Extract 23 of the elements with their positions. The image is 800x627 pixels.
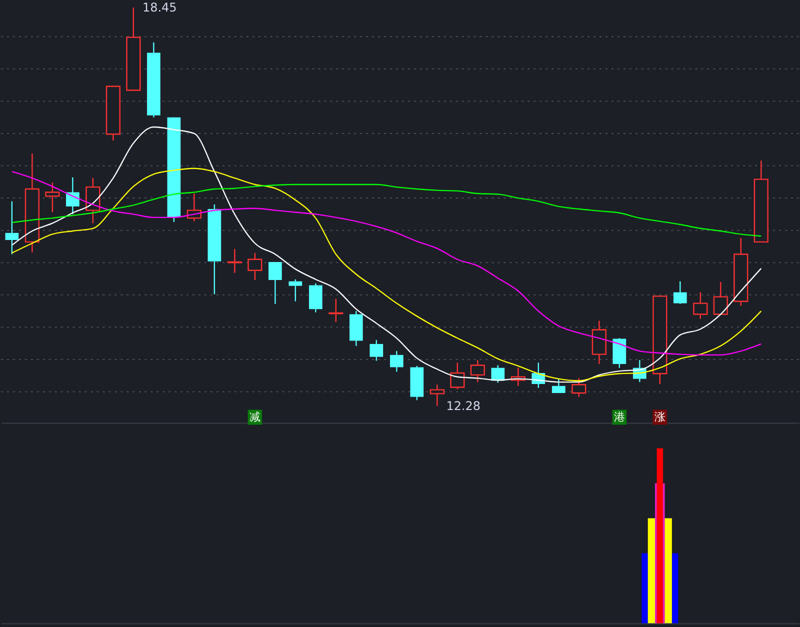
candlestick xyxy=(693,292,708,320)
annotation: 涨 xyxy=(654,410,666,424)
candlestick xyxy=(370,339,384,362)
candlestick xyxy=(390,350,404,372)
candlestick xyxy=(713,281,728,315)
candlestick xyxy=(66,176,80,215)
annotation: 港 xyxy=(614,410,625,424)
candlestick xyxy=(288,278,302,302)
annotation: 18.45 xyxy=(142,0,177,15)
candlestick xyxy=(248,252,262,281)
candlestick xyxy=(470,360,485,383)
annotation: 减 xyxy=(249,410,260,424)
candlestick xyxy=(45,182,60,213)
candlestick xyxy=(572,378,586,398)
candlestick xyxy=(5,200,19,255)
candlestick xyxy=(268,261,282,305)
candlestick xyxy=(552,378,566,394)
candlestick xyxy=(673,280,687,305)
candlestick xyxy=(450,362,465,390)
annotation: 12.28 xyxy=(446,398,480,413)
candlestick xyxy=(430,384,444,407)
candlestick xyxy=(308,282,322,313)
candlestick xyxy=(491,364,505,384)
